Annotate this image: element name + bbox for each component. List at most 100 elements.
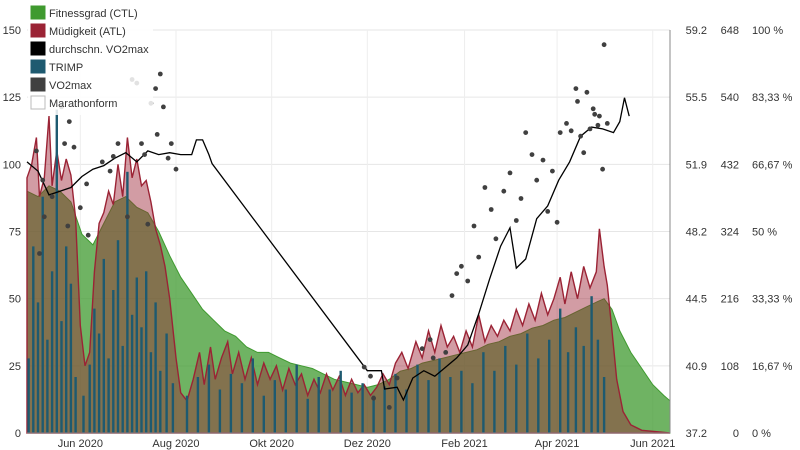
- tick-label-x: Aug 2020: [152, 438, 199, 450]
- trimp-bar: [196, 377, 200, 433]
- vo2max-point: [386, 405, 392, 410]
- legend-label-trimp[interactable]: TRIMP: [49, 62, 83, 74]
- trimp-bar: [251, 358, 254, 433]
- tick-label-left: 100: [3, 159, 21, 171]
- vo2max-point: [587, 126, 593, 132]
- vo2max-point: [37, 251, 42, 256]
- trimp-bar: [548, 339, 551, 433]
- tick-label-vo2max: 37.2: [686, 428, 707, 440]
- legend-label-vo2avg[interactable]: durchschn. VO2max: [49, 44, 149, 56]
- vo2max-point: [575, 99, 580, 104]
- legend-label-ctl[interactable]: Fitnessgrad (CTL): [49, 8, 138, 20]
- trimp-bar: [69, 283, 73, 433]
- trimp-bar: [116, 240, 120, 433]
- vo2max-point: [62, 141, 67, 147]
- tick-label-x: Dez 2020: [344, 438, 391, 450]
- trimp-bar: [240, 383, 244, 433]
- vo2max-point: [449, 293, 455, 298]
- vo2max-point: [153, 86, 159, 91]
- tick-label-left: 125: [3, 92, 21, 104]
- legend-swatch-trimp[interactable]: [30, 59, 46, 74]
- tick-label-marathon: 50 %: [752, 227, 777, 239]
- trimp-bar: [405, 389, 408, 433]
- legend-label-marathon[interactable]: Marathonform: [49, 98, 117, 110]
- tick-label-trimp: 216: [721, 294, 739, 306]
- vo2max-point: [513, 218, 519, 223]
- trimp-bar: [88, 364, 91, 433]
- legend-label-atl[interactable]: Müdigkeit (ATL): [49, 26, 126, 38]
- tick-label-marathon: 0 %: [752, 428, 771, 440]
- trimp-bar: [361, 383, 364, 433]
- tick-label-trimp: 432: [721, 159, 739, 171]
- vo2max-point: [66, 119, 72, 124]
- tick-label-marathon: 33,33 %: [752, 294, 793, 306]
- vo2max-point: [371, 395, 376, 401]
- legend-label-vo2max[interactable]: VO2max: [49, 80, 92, 92]
- tick-label-x: Feb 2021: [441, 438, 487, 450]
- trimp-bar: [65, 246, 68, 433]
- trimp-bar: [46, 339, 49, 433]
- vo2max-point: [476, 254, 482, 260]
- vo2max-point: [125, 214, 130, 220]
- vo2max-point: [550, 168, 555, 174]
- trimp-bar: [416, 364, 419, 433]
- trimp-bar: [273, 380, 276, 433]
- vo2max-point: [115, 141, 121, 147]
- vo2max-point: [107, 168, 113, 174]
- vo2max-point: [592, 111, 598, 117]
- trimp-bar: [284, 389, 287, 433]
- trimp-bar: [590, 296, 593, 433]
- trimp-bar: [130, 314, 134, 433]
- tick-label-marathon: 66,67 %: [752, 159, 793, 171]
- trimp-bar: [602, 377, 606, 433]
- trimp-bar: [218, 389, 222, 433]
- vo2max-point: [507, 170, 513, 176]
- legend-swatch-vo2max[interactable]: [30, 77, 46, 92]
- legend-swatch-ctl[interactable]: [30, 5, 46, 20]
- trimp-bar: [107, 358, 110, 433]
- legend-swatch-marathon[interactable]: [30, 95, 46, 110]
- trimp-bar: [41, 196, 44, 433]
- series-area-ctl: [26, 185, 671, 434]
- vo2max-point: [145, 221, 151, 227]
- vo2max-point: [493, 236, 499, 242]
- vo2max-point: [557, 130, 563, 136]
- vo2max-point: [523, 130, 529, 136]
- vo2max-point: [590, 106, 596, 112]
- tick-label-left: 75: [9, 227, 21, 239]
- trimp-bar: [112, 290, 115, 433]
- vo2max-point: [77, 205, 83, 211]
- vo2max-point: [454, 271, 460, 276]
- tick-label-trimp: 540: [721, 92, 739, 104]
- vo2max-point: [40, 177, 46, 183]
- vo2max-point: [157, 71, 163, 77]
- trimp-bar: [438, 358, 441, 433]
- trimp-bar: [537, 358, 540, 433]
- vo2max-point: [488, 207, 494, 212]
- trimp-bar: [149, 352, 153, 433]
- chart-axes: 0 25 50 75 100 125 150 37.2 40.9 44.5 48.2 51.9 55.5…: [3, 25, 793, 450]
- trimp-bar: [140, 327, 143, 433]
- legend-swatch-atl[interactable]: [30, 23, 46, 38]
- trimp-bar: [262, 395, 265, 433]
- tick-label-marathon: 16,67 %: [752, 361, 793, 373]
- trimp-bar: [493, 370, 496, 433]
- trimp-bar: [339, 370, 342, 433]
- trimp-bar: [394, 373, 397, 433]
- vo2max-point: [41, 214, 47, 220]
- vo2max-point: [604, 121, 610, 126]
- vo2max-point: [99, 159, 105, 165]
- trimp-bar: [97, 333, 101, 433]
- trimp-bar: [427, 380, 430, 433]
- trimp-bar: [50, 271, 54, 433]
- trimp-bar: [60, 321, 63, 433]
- tick-label-x: Apr 2021: [535, 438, 580, 450]
- vo2max-point: [578, 133, 583, 139]
- tick-label-x: Jun 2020: [58, 438, 103, 450]
- legend-swatch-vo2avg[interactable]: [30, 41, 46, 56]
- tick-label-left: 150: [3, 25, 21, 37]
- trimp-bar: [526, 333, 529, 433]
- trimp-bar: [229, 373, 233, 433]
- vo2max-point: [173, 166, 179, 172]
- trimp-bar: [74, 377, 77, 433]
